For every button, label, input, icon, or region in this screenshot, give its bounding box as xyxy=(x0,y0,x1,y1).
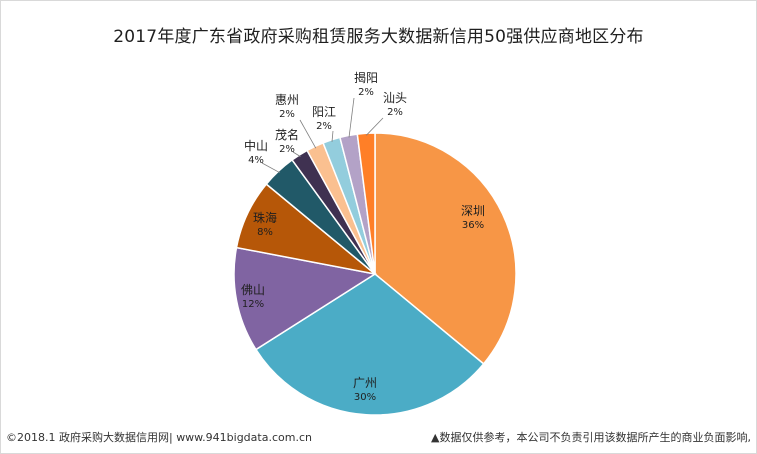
slice-label-value-8: 2% xyxy=(316,121,332,132)
slice-label-name-3: 佛山 xyxy=(241,283,265,297)
slice-label-name-8: 阳江 xyxy=(312,105,336,119)
pie-slice-10 xyxy=(356,132,376,275)
pie-slice-1 xyxy=(374,132,517,365)
pie-slice-2 xyxy=(254,273,485,416)
slice-label-value-7: 2% xyxy=(279,109,295,120)
slice-label-name-5: 中山 xyxy=(244,138,268,153)
leader-line-6 xyxy=(292,151,301,157)
slice-label-value-5: 4% xyxy=(248,155,264,166)
leader-line-8 xyxy=(331,130,334,142)
slice-label-name-4: 珠海 xyxy=(253,210,277,225)
slice-label-name-1: 深圳 xyxy=(461,204,485,218)
slice-label-value-6: 2% xyxy=(279,144,295,155)
slice-label-value-2: 30% xyxy=(354,392,376,403)
slice-label-value-10: 2% xyxy=(387,107,403,118)
slice-label-value-4: 8% xyxy=(257,227,273,238)
leader-line-7 xyxy=(299,119,317,149)
slice-label-value-9: 2% xyxy=(358,87,374,98)
slice-label-name-6: 茂名 xyxy=(275,127,299,142)
slice-label-name-7: 惠州 xyxy=(275,93,299,107)
footer-disclaimer: ▲数据仅供参考，本公司不负责引用该数据所产生的商业负面影响, xyxy=(431,431,751,444)
leader-line-9 xyxy=(348,97,355,138)
slice-label-name-9: 揭阳 xyxy=(354,70,378,85)
pie-slice-3 xyxy=(233,246,378,351)
slice-label-name-10: 汕头 xyxy=(383,91,407,105)
pie-labels: 深圳 36% 广州 30% 佛山 12% 珠海 8% 中山 4% 茂名 2% 惠州 2% 阳江 2% 揭阳 2% 汕… xyxy=(241,70,485,403)
chart-title: 2017年度广东省政府采购租赁服务大数据新信用50强供应商地区分布 xyxy=(113,27,644,47)
footer-copyright: ©2018.1 政府采购大数据信用网| www.941bigdata.com.c… xyxy=(6,431,312,444)
label-leader-lines xyxy=(261,97,384,174)
pie-slices xyxy=(233,132,517,416)
slice-label-name-2: 广州 xyxy=(353,376,377,390)
leader-line-5 xyxy=(261,162,280,174)
slice-label-value-1: 36% xyxy=(462,220,484,231)
slice-label-value-3: 12% xyxy=(242,299,264,310)
leader-line-10 xyxy=(366,117,384,136)
